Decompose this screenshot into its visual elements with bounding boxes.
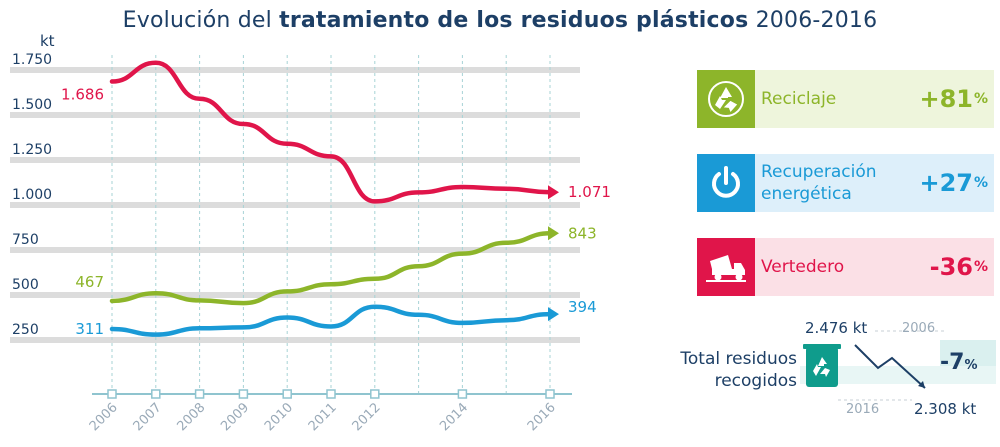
reciclaje-icon-box <box>697 70 755 128</box>
x-tick-marker <box>282 389 292 399</box>
total-value-2016: 2.308 kt <box>914 400 977 418</box>
total-trend-arrowhead <box>918 381 925 388</box>
series-start-label-2: 311 <box>75 320 104 338</box>
vertedero-row: Vertedero -36% <box>697 238 994 296</box>
total-trend-line <box>854 344 926 389</box>
y-tick-label: 1.750 <box>12 52 52 68</box>
recycle-bin-icon <box>803 344 841 387</box>
x-tick-marker <box>545 389 555 399</box>
y-unit-label: kt <box>40 32 55 50</box>
power-icon <box>712 166 740 198</box>
total-year-2006: 2006 <box>902 321 936 336</box>
x-tick-marker <box>151 389 161 399</box>
x-tick-marker <box>238 389 249 399</box>
vertedero-label: Vertedero <box>761 257 845 277</box>
series-arrowhead-1 <box>548 226 559 241</box>
series-end-label-0: 1.071 <box>568 183 611 201</box>
y-tick-label: 1.000 <box>12 187 52 203</box>
series-start-label-0: 1.686 <box>61 86 104 104</box>
reciclaje-pct-symbol: % <box>973 91 988 107</box>
y-gridline <box>10 292 580 298</box>
y-tick-label: 250 <box>12 322 39 338</box>
recycle-icon <box>708 81 744 117</box>
reciclaje-pct: +81% <box>919 70 988 128</box>
title-prefix: Evolución del <box>122 8 272 33</box>
total-band-lower <box>800 366 996 384</box>
recuperacion-pct-value: +27 <box>919 169 973 197</box>
series-start-label-1: 467 <box>75 273 104 291</box>
series-end-label-1: 843 <box>568 224 597 242</box>
recuperacion-pct: +27% <box>919 154 988 212</box>
x-tick-marker <box>457 389 468 399</box>
total-year-2016: 2016 <box>846 402 880 417</box>
reciclaje-pct-value: +81 <box>919 85 973 113</box>
series-line-0 <box>109 60 553 204</box>
y-tick-label: 750 <box>12 232 39 248</box>
reciclaje-row: Reciclaje +81% <box>697 70 994 128</box>
series-arrowhead-2 <box>548 307 559 322</box>
x-tick-marker <box>326 389 336 399</box>
recuperacion-icon-box <box>697 154 755 212</box>
total-value-2006: 2.476 kt <box>805 319 868 337</box>
series-layer <box>109 60 559 337</box>
recuperacion-row: Recuperación energética +27% <box>697 154 994 212</box>
y-gridline <box>10 337 580 343</box>
vertedero-pct: -36% <box>930 238 988 296</box>
y-gridline <box>10 67 580 73</box>
reciclaje-label: Reciclaje <box>761 89 837 109</box>
vertedero-pct-value: -36 <box>929 253 973 281</box>
total-pct-value: -7 <box>940 350 965 375</box>
x-tick-marker <box>107 389 117 399</box>
y-gridline <box>10 112 580 118</box>
x-tick-marker <box>194 389 205 399</box>
y-gridline <box>10 202 580 208</box>
dump-truck-icon <box>706 255 746 282</box>
y-tick-label: 500 <box>12 277 39 293</box>
title-bold: tratamiento de los residuos plásticos <box>279 8 749 33</box>
series-arrowhead-0 <box>548 185 559 200</box>
recuperacion-label: Recuperación energética <box>761 162 877 204</box>
grid-layer <box>10 55 580 399</box>
x-tick-marker <box>370 389 380 399</box>
series-line-2 <box>109 304 553 337</box>
title-suffix: 2006-2016 <box>755 8 878 33</box>
series-line-1 <box>109 231 553 306</box>
y-tick-label: 1.500 <box>12 97 52 113</box>
y-gridline <box>10 157 580 163</box>
recuperacion-pct-symbol: % <box>973 175 988 191</box>
total-pct: -7% <box>940 350 977 375</box>
y-gridline <box>10 247 580 253</box>
series-end-label-2: 394 <box>568 298 597 316</box>
total-label: Total residuos recogidos <box>680 349 797 391</box>
vertedero-icon-box <box>697 238 755 296</box>
chart-title: Evolución del tratamiento de los residuo… <box>0 8 1000 33</box>
y-tick-label: 1.250 <box>12 142 52 158</box>
total-pct-symbol: % <box>964 358 978 373</box>
vertedero-pct-symbol: % <box>973 259 988 275</box>
